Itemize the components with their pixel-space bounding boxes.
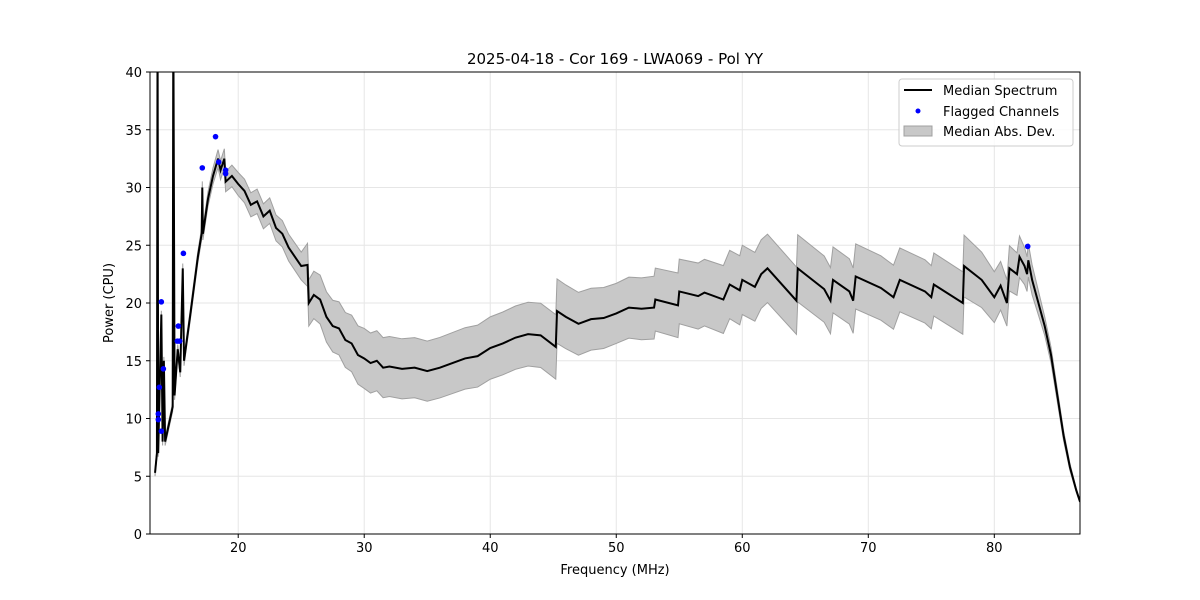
y-axis-label: Power (CPU) [102, 263, 117, 343]
flagged-channel-point [155, 416, 162, 423]
legend-box [898, 78, 1074, 147]
y-tick-label: 40 [125, 66, 142, 81]
y-tick-label: 0 [134, 528, 142, 543]
flagged-channel-point [176, 338, 183, 344]
flagged-channel-point [215, 159, 222, 165]
flagged-channel-point [160, 366, 167, 372]
y-tick-label: 5 [134, 470, 142, 485]
flagged-channel-point [180, 250, 187, 257]
flagged-channel-point [222, 170, 229, 177]
y-tick-label: 25 [125, 239, 142, 254]
chart-title: 2025-04-18 - Cor 169 - LWA069 - Pol YY [467, 50, 764, 68]
legend-flagged-label: Flagged Channels [943, 105, 1059, 120]
y-tick-label: 35 [125, 124, 142, 139]
median-spectrum-line [154, 72, 1080, 502]
x-axis-label: Frequency (MHz) [560, 563, 669, 578]
legend-mad-swatch [903, 125, 933, 137]
legend-mad-label: Median Abs. Dev. [943, 125, 1055, 140]
flagged-channel-point [199, 165, 206, 171]
x-tick-label: 20 [230, 541, 247, 556]
flagged-channel-point [212, 133, 219, 140]
legend-flagged-swatch [915, 108, 921, 114]
flagged-channel-point [155, 411, 162, 417]
axis-ticks: 20 30 40 50 60 70 80 0 5 10 15 20 25 30 35 40 [125, 66, 1002, 556]
legend: Median Spectrum Flagged Channels Median … [898, 78, 1074, 147]
flagged-channels [155, 133, 1031, 435]
y-tick-label: 10 [125, 413, 142, 428]
flagged-channel-point [175, 323, 182, 329]
flagged-channel-point [1024, 243, 1031, 250]
x-tick-label: 70 [860, 541, 877, 556]
x-tick-label: 80 [986, 541, 1003, 556]
flagged-channel-point [158, 428, 165, 435]
median-abs-dev-band [154, 72, 1080, 503]
y-tick-label: 15 [125, 355, 142, 370]
flagged-channel-point [156, 384, 163, 391]
x-tick-label: 60 [734, 541, 751, 556]
x-tick-label: 30 [356, 541, 373, 556]
x-tick-label: 40 [482, 541, 499, 556]
flagged-channel-point [158, 299, 165, 305]
y-tick-label: 20 [125, 297, 142, 312]
x-tick-label: 50 [608, 541, 625, 556]
y-tick-label: 30 [125, 182, 142, 197]
legend-median-label: Median Spectrum [943, 84, 1057, 99]
